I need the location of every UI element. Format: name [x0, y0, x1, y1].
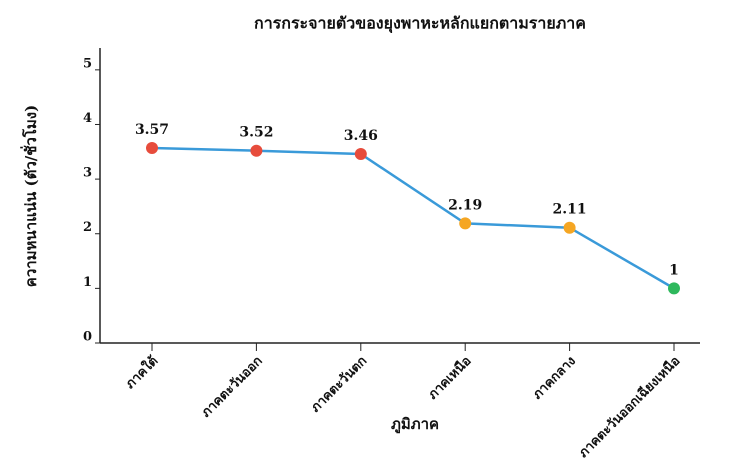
y-tick-label: 4: [83, 111, 92, 126]
y-tick-label: 0: [83, 330, 92, 345]
x-tick-label: ภาคตะวันออก: [199, 354, 266, 421]
data-point: [459, 217, 472, 230]
data-label: 2.19: [448, 197, 482, 213]
x-tick-label: ภาคใต้: [121, 352, 161, 392]
data-label: 3.57: [135, 122, 169, 138]
data-point: [354, 147, 367, 160]
y-tick-label: 1: [83, 275, 92, 290]
x-tick-label: ภาคกลาง: [530, 354, 579, 403]
x-axis-label: ภูมิภาค: [391, 415, 439, 434]
y-axis-label: ความหนาแน่น (ตัว/ชั่วโมง): [20, 105, 40, 287]
data-label: 3.52: [239, 125, 273, 141]
y-tick-label: 2: [83, 220, 92, 235]
data-label: 1: [669, 262, 679, 278]
data-point: [668, 282, 680, 295]
x-tick-label: ภาคตะวันออกเฉียงเหนือ: [575, 353, 683, 461]
chart-title: การกระจายตัวของยุงพาหะหลักแยกตามรายภาค: [254, 14, 586, 34]
line-series: [151, 146, 675, 290]
x-tick-label: ภาคเหนือ: [425, 353, 475, 403]
data-point: [563, 221, 576, 234]
y-tick-label: 5: [83, 56, 92, 71]
data-label: 3.46: [344, 128, 378, 144]
x-tick-label: ภาคตะวันตก: [308, 354, 370, 416]
y-tick-label: 3: [83, 166, 92, 181]
data-point: [146, 141, 158, 154]
data-point: [250, 144, 263, 157]
data-label: 2.11: [553, 202, 587, 218]
